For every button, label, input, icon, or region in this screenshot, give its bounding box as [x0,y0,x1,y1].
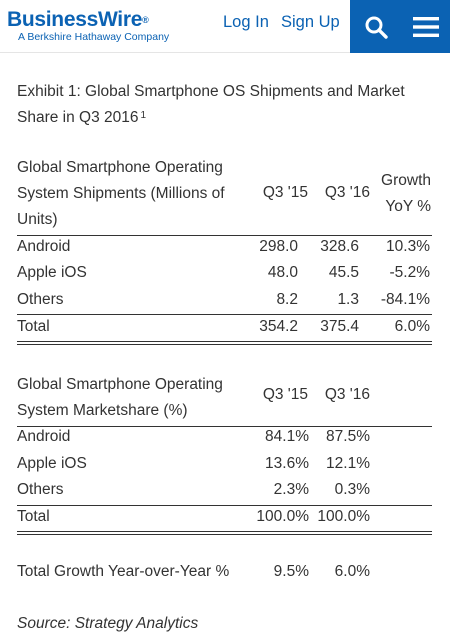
share-col-q315: Q3 '15 [262,386,308,403]
total-value: 375.4 [320,318,359,335]
total-value: 100.0% [256,508,309,525]
search-button[interactable] [350,0,401,53]
signup-link[interactable]: Sign Up [281,13,340,31]
cell-value: -5.2% [389,264,431,281]
source-note: Source: Strategy Analytics [17,615,199,632]
cell-value: 2.3% [273,481,309,498]
row-label: Others [17,481,64,498]
cell-value: 48.0 [267,264,298,281]
cell-value: 10.3% [386,238,430,255]
share-col-q316: Q3 '16 [324,386,370,403]
login-link[interactable]: Log In [223,13,269,31]
total-value: 100.0% [317,508,370,525]
cell-value: 45.5 [328,264,359,281]
row-label: Others [17,291,64,308]
shipments-col-growth: Growth YoY % [381,172,431,215]
menu-button[interactable] [401,0,450,53]
cell-value: 8.2 [276,291,298,308]
table-divider [17,426,432,427]
table-divider [17,235,432,236]
cell-value: 0.3% [334,481,370,498]
hamburger-menu-icon [412,16,439,37]
logo-tagline: A Berkshire Hathaway Company [18,31,170,43]
cell-value: 13.6% [265,455,309,472]
total-label: Total [17,508,50,525]
site-header: BusinessWire® A Berkshire Hathaway Compa… [0,0,450,53]
growth-row-label: Total Growth Year-over-Year % [17,563,230,580]
row-label: Android [17,238,71,255]
total-value: 6.0% [394,318,430,335]
footnote-marker: 1 [140,110,147,121]
total-double-rule [17,531,432,535]
row-label: Apple iOS [17,264,87,281]
cell-value: 298.0 [259,238,298,255]
cell-value: -84.1% [380,291,430,308]
growth-value: 6.0% [334,563,370,580]
cell-value: 12.1% [326,455,370,472]
logo-wordmark: BusinessWire® [7,8,149,31]
table-divider [17,505,432,506]
cell-value: 84.1% [265,428,309,445]
cell-value: 328.6 [320,238,359,255]
total-label: Total [17,318,50,335]
share-header-label: Global Smartphone Operating System Marke… [17,376,223,419]
cell-value: 1.3 [337,291,359,308]
total-double-rule [17,341,432,345]
cell-value: 87.5% [326,428,370,445]
shipments-col-q315: Q3 '15 [262,184,308,201]
total-value: 354.2 [259,318,298,335]
shipments-col-q316: Q3 '16 [324,184,370,201]
search-icon [365,16,388,39]
row-label: Android [17,428,71,445]
growth-value: 9.5% [273,563,309,580]
shipments-header-label: Global Smartphone Operating System Shipm… [17,159,225,228]
exhibit-title: Exhibit 1: Global Smartphone OS Shipment… [17,83,405,126]
row-label: Apple iOS [17,455,87,472]
table-divider [17,314,432,315]
businesswire-logo[interactable]: BusinessWire® A Berkshire Hathaway Compa… [7,9,169,44]
